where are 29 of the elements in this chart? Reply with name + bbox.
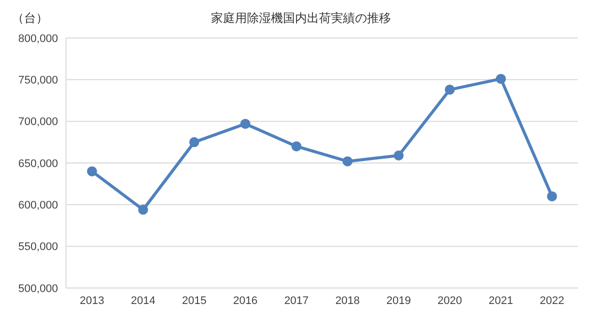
point [189, 137, 200, 148]
y-tick-label: 650,000 [18, 158, 58, 170]
point [496, 74, 506, 84]
x-tick-label: 2018 [335, 294, 360, 307]
y-tick-label: 600,000 [18, 200, 58, 212]
y-tick-label: 550,000 [18, 241, 58, 254]
x-tick-label: 2020 [438, 294, 462, 307]
x-tick-label: 2022 [540, 294, 564, 307]
point [240, 118, 250, 129]
chart-title: 家庭用除湿機国内出荷実績の推移 [211, 11, 391, 25]
y-tick-label: 750,000 [18, 74, 58, 87]
point [87, 166, 97, 176]
x-tick-label: 2021 [488, 294, 514, 307]
x-tick-label: 2015 [182, 294, 206, 307]
point [342, 156, 353, 166]
point [444, 84, 455, 95]
x-tick-label: 2014 [130, 294, 156, 307]
point [394, 150, 404, 160]
y-tick-label: 500,000 [18, 282, 58, 295]
point [547, 191, 557, 202]
point [291, 141, 302, 152]
x-tick-label: 2013 [80, 294, 104, 307]
x-tick-label: 2017 [284, 294, 309, 307]
y-tick-label: 800,000 [18, 32, 58, 45]
y-tick-label: 700,000 [18, 116, 58, 128]
y-axis-title: （台） [12, 10, 48, 27]
x-tick-label: 2016 [233, 294, 258, 307]
x-tick-label: 2019 [386, 294, 411, 307]
point [138, 204, 148, 215]
